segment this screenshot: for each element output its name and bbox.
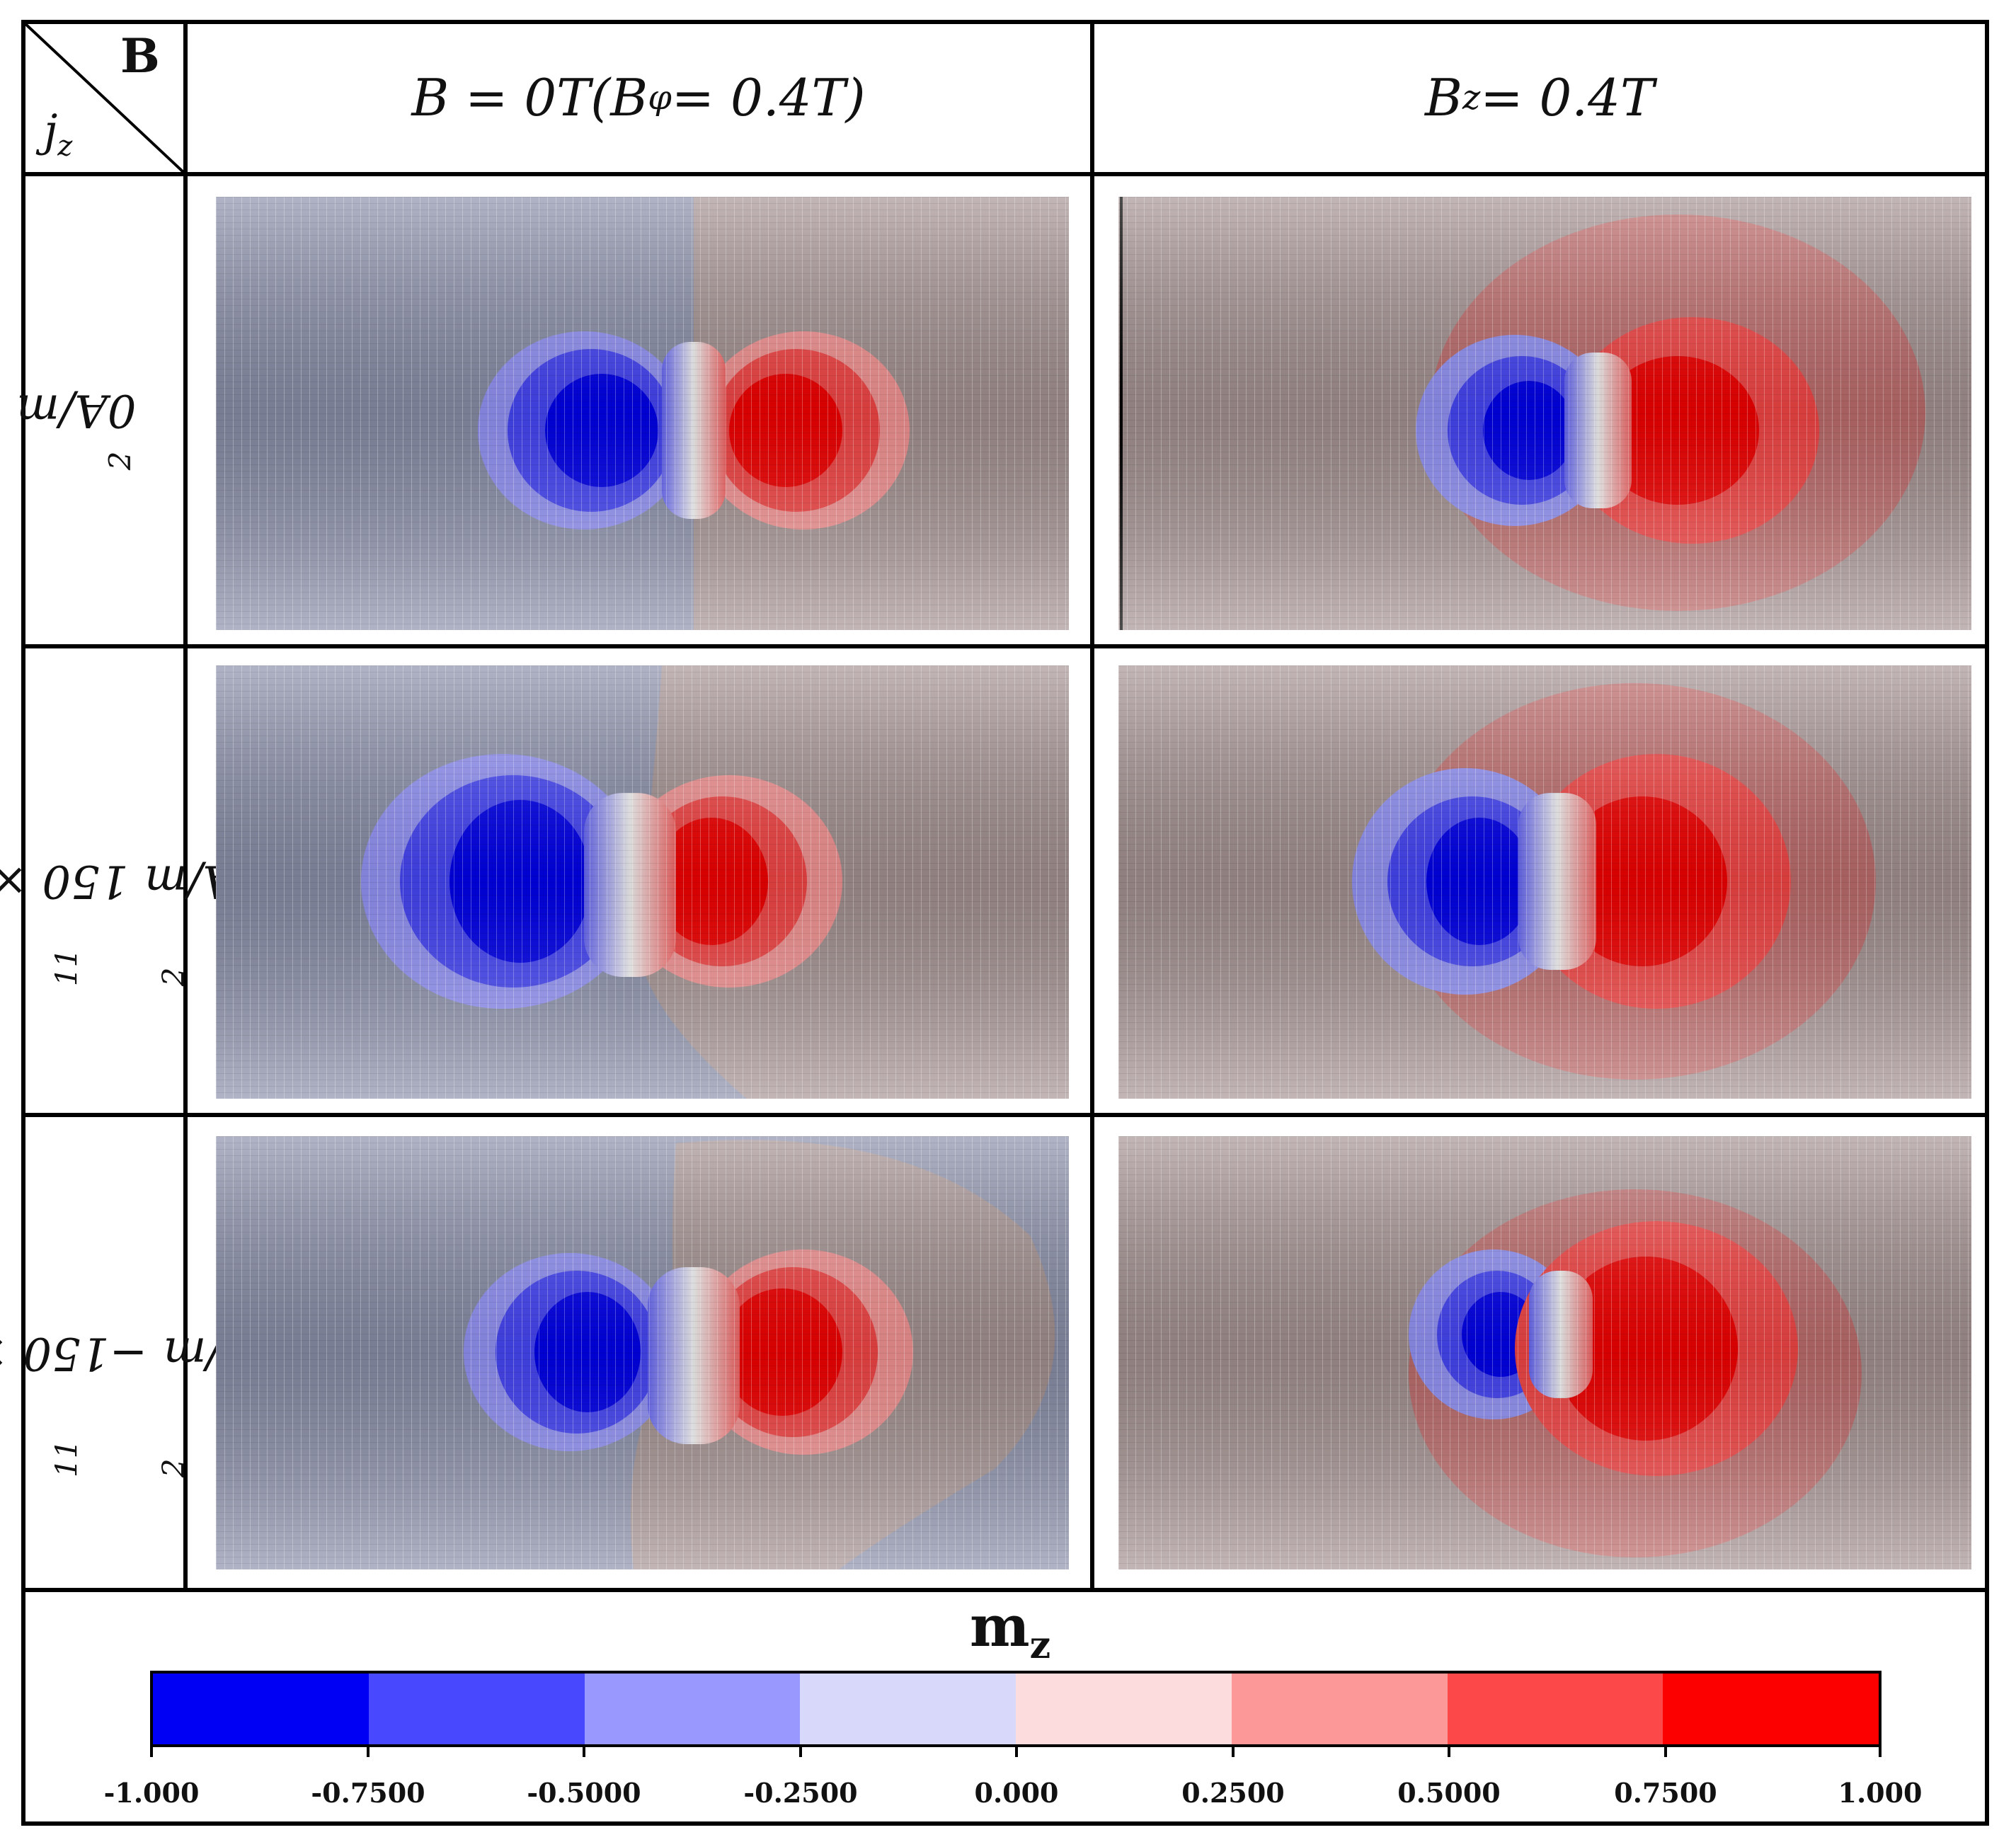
colorbar-tick-label: 0.5000 — [1397, 1777, 1501, 1809]
row-label-2: 150 × 1011A/m2 — [0, 854, 236, 987]
colorbar-tick-label: 0.2500 — [1181, 1777, 1285, 1809]
row-label-3: −150 × 1011A/m2 — [0, 1327, 255, 1477]
colorbar-tick — [583, 1746, 585, 1757]
colorbar-title: mz — [970, 1593, 1051, 1667]
grid-line — [21, 1588, 1989, 1592]
colorbar-segment — [584, 1674, 801, 1744]
simulation-panel-r3-c2 — [1118, 1136, 1971, 1569]
colorbar-segment — [1231, 1674, 1448, 1744]
colorbar-tick-label: -0.7500 — [311, 1777, 425, 1809]
colorbar-segment — [1663, 1674, 1879, 1744]
colorbar-tick — [150, 1746, 153, 1757]
column-header-1: B = 0T(B φ = 0.4T) — [411, 68, 866, 127]
grid-line — [21, 644, 1989, 648]
colorbar-tick — [1015, 1746, 1018, 1757]
simulation-panel-r2-c1 — [216, 665, 1069, 1099]
colorbar-tick-label: 0.7500 — [1614, 1777, 1717, 1809]
simulation-panel-r3-c1 — [216, 1136, 1069, 1569]
colorbar-segment — [1016, 1674, 1232, 1744]
colorbar-segment — [1447, 1674, 1663, 1744]
grid-line — [21, 172, 1989, 176]
colorbar-tick-label: -1.000 — [103, 1777, 200, 1809]
simulation-panel-r1-c2 — [1118, 197, 1971, 630]
corner-cell — [23, 21, 185, 174]
colorbar-tick-label: 0.000 — [974, 1777, 1059, 1809]
corner-b-label: B — [120, 28, 160, 84]
corner-j-label: jz — [44, 105, 73, 163]
colorbar-tick — [1879, 1746, 1882, 1757]
colorbar-tick-label: -0.2500 — [743, 1777, 858, 1809]
colorbar — [150, 1671, 1882, 1747]
colorbar-tick-label: 1.000 — [1838, 1777, 1923, 1809]
figure-frame — [21, 20, 1989, 1826]
grid-line — [21, 1113, 1989, 1117]
colorbar-tick-label: -0.5000 — [527, 1777, 641, 1809]
colorbar-segment — [368, 1674, 585, 1744]
colorbar-segment — [153, 1674, 369, 1744]
row-label-1: 0A/m 2 — [16, 384, 138, 471]
simulation-panel-r1-c1 — [216, 197, 1069, 630]
simulation-panel-r2-c2 — [1118, 665, 1971, 1099]
colorbar-tick — [1664, 1746, 1667, 1757]
grid-line — [1090, 20, 1094, 1590]
colorbar-tick — [1448, 1746, 1450, 1757]
colorbar-tick — [1232, 1746, 1235, 1757]
colorbar-segment — [800, 1674, 1016, 1744]
colorbar-tick — [367, 1746, 370, 1757]
colorbar-tick — [799, 1746, 802, 1757]
grid-line — [183, 20, 188, 1590]
corner-diagonal — [23, 21, 185, 174]
